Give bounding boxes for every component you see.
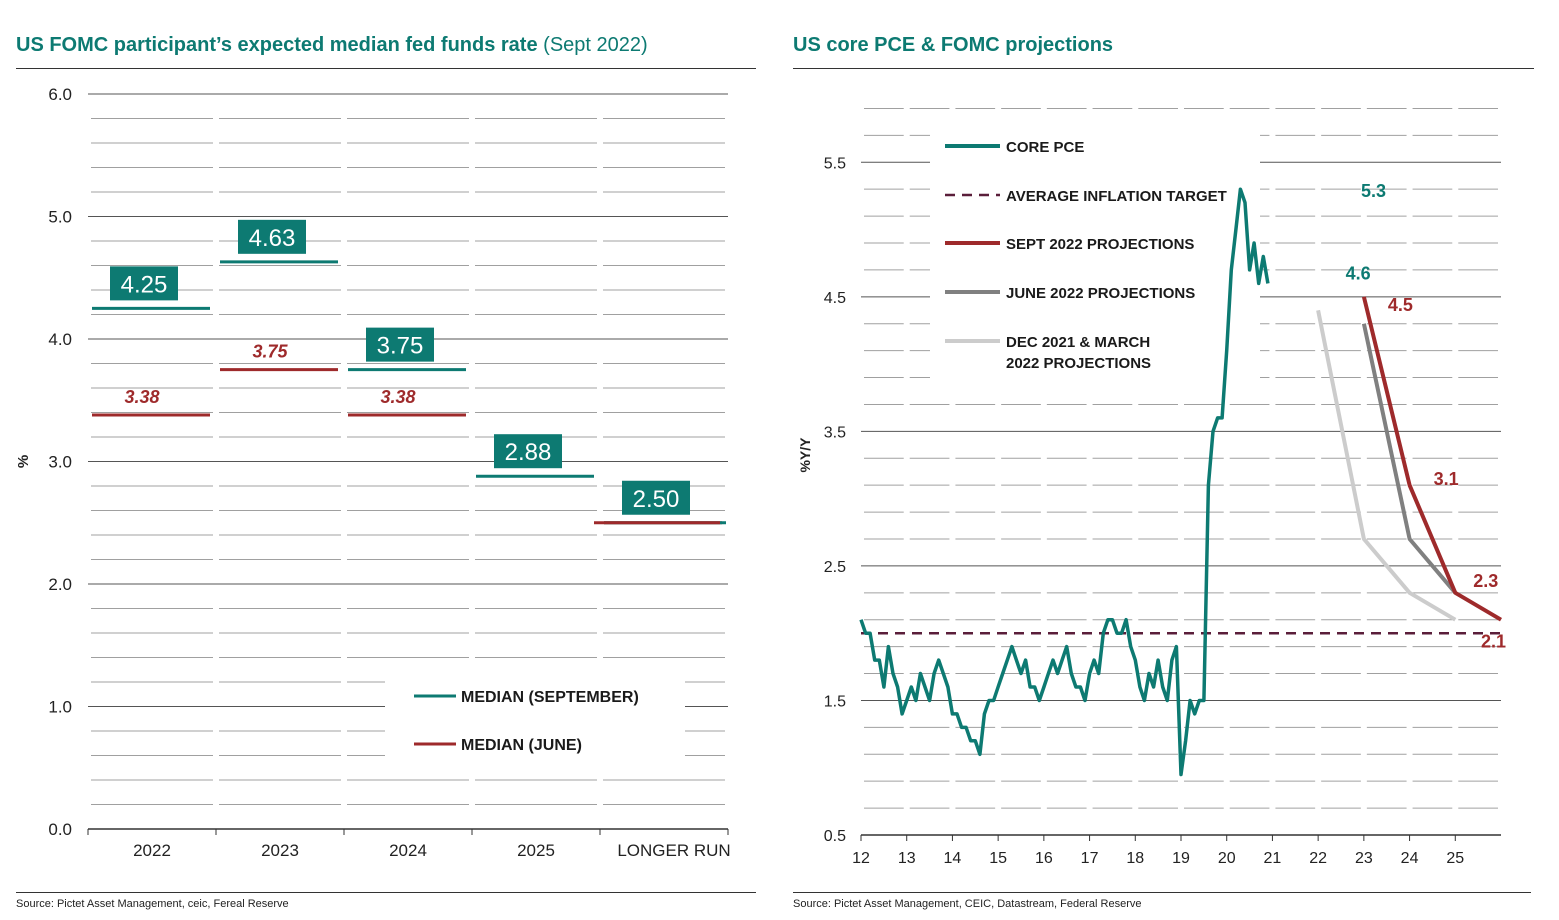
- left-source-rule: [16, 892, 756, 893]
- x-tick-label: 15: [989, 850, 1007, 867]
- y-tick-label: 0.5: [824, 828, 846, 845]
- right-chart-svg: 0.5 1.5 2.5 3.5 4.5 5.5 12 13 14 15 16 17 18 19 20 21 22…: [797, 107, 1506, 867]
- legend-label-sept: MEDIAN (SEPTEMBER): [461, 689, 639, 706]
- right-chart-title: US core PCE & FOMC projections: [793, 34, 1114, 56]
- june-value-label: 3.38: [124, 387, 159, 407]
- right-source-rule: [793, 892, 1531, 893]
- y-tick-label: 3.5: [824, 424, 846, 441]
- dec-march-projection-line: [1316, 309, 1457, 622]
- legend-label: JUNE 2022 PROJECTIONS: [1006, 285, 1195, 302]
- x-tick-label: 19: [1172, 850, 1190, 867]
- sept-value-label: 2.50: [633, 486, 680, 513]
- x-tick-label: 2025: [517, 841, 555, 860]
- data-annotation: 3.1: [1434, 469, 1459, 489]
- left-chart-title-text: US FOMC participant’s expected median fe…: [16, 34, 538, 56]
- data-annotation: 2.3: [1473, 571, 1498, 591]
- data-annotation: 2.1: [1481, 632, 1506, 652]
- x-tick-label: 20: [1218, 850, 1236, 867]
- x-tick-label: 13: [898, 850, 916, 867]
- x-tick-label: 22: [1309, 850, 1327, 867]
- core-pce-line: [859, 187, 1270, 777]
- x-tick-label: 14: [944, 850, 962, 867]
- sept-value-label: 4.25: [121, 271, 168, 298]
- sept-value-box: [110, 266, 178, 301]
- y-tick-label: 2.5: [824, 559, 846, 576]
- left-chart-subtitle: (Sept 2022): [543, 34, 648, 56]
- x-tick-label: LONGER RUN: [617, 841, 730, 860]
- sept-value-box: [494, 434, 562, 469]
- x-tick-label: 24: [1401, 850, 1419, 867]
- y-tick-label: 1.5: [824, 693, 846, 710]
- y-tick-label: 1.0: [48, 698, 72, 717]
- left-source-note: Source: Pictet Asset Management, ceic, F…: [16, 898, 289, 910]
- x-tick-label: 2022: [133, 841, 171, 860]
- legend-label: AVERAGE INFLATION TARGET: [1006, 188, 1227, 205]
- x-tick-label: 2024: [389, 841, 427, 860]
- right-source-note: Source: Pictet Asset Management, CEIC, D…: [793, 898, 1142, 910]
- june-value-label: 3.75: [252, 342, 288, 362]
- legend-label: CORE PCE: [1006, 139, 1084, 156]
- y-axis-label: %: [15, 455, 32, 468]
- x-tick-label: 18: [1126, 850, 1144, 867]
- data-annotation: 4.5: [1388, 295, 1413, 315]
- sept-value-box: [366, 327, 434, 362]
- left-title-rule: [16, 68, 756, 69]
- left-chart-svg: 0.0 1.0 2.0 3.0 4.0 5.0 6.0 2022 2023 2024 2025 LON…: [15, 85, 731, 860]
- x-tick-label: 17: [1081, 850, 1099, 867]
- left-chart-title: US FOMC participant’s expected median fe…: [16, 34, 648, 57]
- legend-label: DEC 2021 & MARCH 2022 PROJECTIONS: [1006, 334, 1151, 372]
- x-tick-label: 21: [1264, 850, 1282, 867]
- y-tick-label: 5.5: [824, 155, 846, 172]
- y-tick-label: 5.0: [48, 208, 72, 227]
- x-tick-label: 25: [1446, 850, 1464, 867]
- legend-box: [385, 668, 685, 778]
- june-projection-line: [1361, 323, 1457, 595]
- right-chart-panel: US core PCE & FOMC projections 0.5 1.5 2.5…: [780, 0, 1559, 920]
- y-tick-label: 4.0: [48, 330, 72, 349]
- legend-label-june: MEDIAN (JUNE): [461, 737, 582, 754]
- sept-value-label: 2.88: [505, 439, 552, 466]
- y-axis-label: %Y/Y: [797, 437, 813, 473]
- sept-value-label: 4.63: [249, 225, 296, 252]
- right-title-rule: [793, 68, 1534, 69]
- y-tick-label: 2.0: [48, 575, 72, 594]
- legend-label: SEPT 2022 PROJECTIONS: [1006, 236, 1194, 253]
- x-tick-label: 2023: [261, 841, 299, 860]
- sept-value-box: [622, 480, 690, 515]
- sept-value-box: [238, 219, 306, 254]
- x-tick-label: 12: [852, 850, 870, 867]
- data-annotation: 4.6: [1346, 263, 1371, 283]
- june-value-label: 3.38: [380, 387, 415, 407]
- x-tick-label: 23: [1355, 850, 1373, 867]
- sept-value-label: 3.75: [377, 333, 424, 360]
- data-annotation: 5.3: [1361, 181, 1386, 201]
- sept-projection-line: [1361, 296, 1503, 622]
- y-tick-label: 4.5: [824, 290, 846, 307]
- y-tick-label: 0.0: [48, 820, 72, 839]
- x-tick-label: 16: [1035, 850, 1053, 867]
- y-tick-label: 3.0: [48, 453, 72, 472]
- y-tick-label: 6.0: [48, 85, 72, 104]
- left-chart-panel: US FOMC participant’s expected median fe…: [0, 0, 770, 920]
